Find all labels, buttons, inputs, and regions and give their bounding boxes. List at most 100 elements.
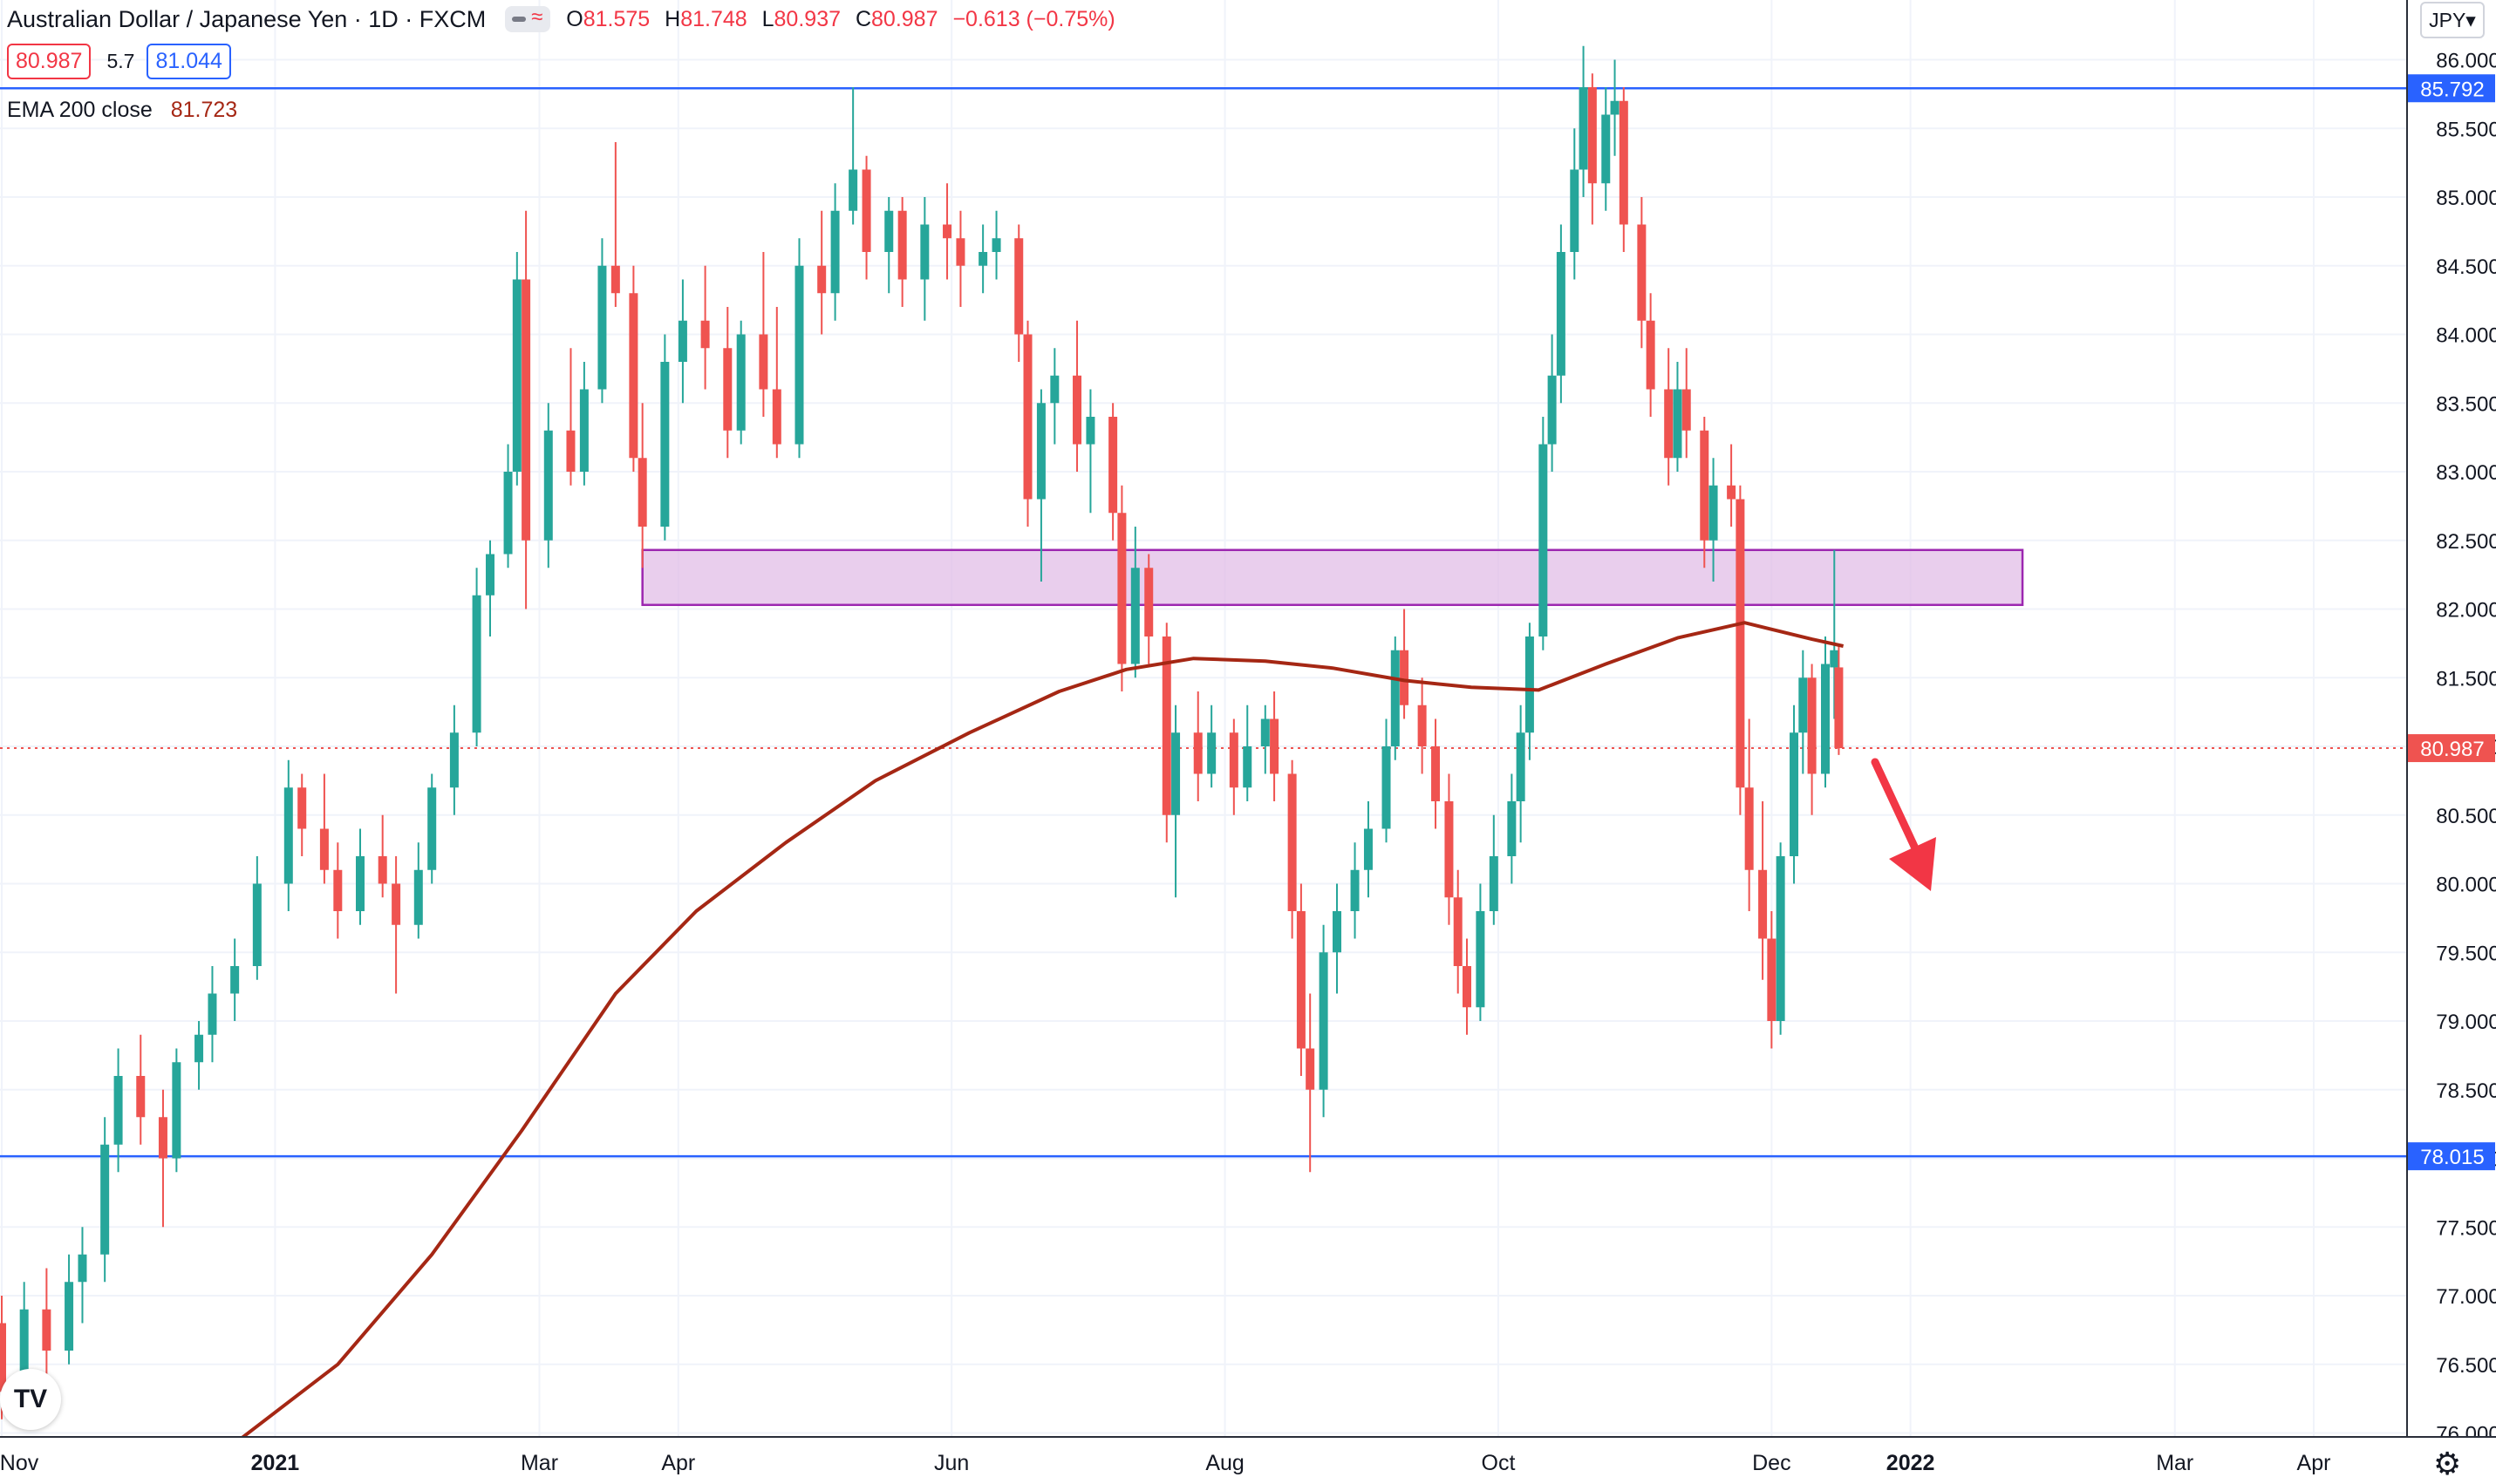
candle-body	[449, 732, 459, 788]
candle-body	[1601, 114, 1611, 184]
time-axis-bg	[0, 1437, 2496, 1484]
candle-body	[1117, 513, 1127, 664]
resistance-zone[interactable]	[641, 548, 2024, 607]
price-tick-label: 80.500	[2436, 805, 2496, 828]
candle-body	[65, 1282, 74, 1351]
candle-body	[208, 993, 217, 1035]
candle-body	[597, 265, 607, 390]
time-tick-label: 2022	[1886, 1451, 1935, 1475]
price-badge[interactable]	[2408, 1142, 2495, 1171]
down-arrow-annotation-icon[interactable]	[1871, 758, 1936, 891]
candle-body	[1489, 856, 1498, 911]
time-tick-label: Apr	[2297, 1451, 2331, 1475]
price-badge[interactable]	[2408, 734, 2495, 763]
candle-body	[1681, 389, 1691, 431]
change-value: −0.613 (−0.75%)	[952, 6, 1115, 31]
candle-body	[297, 787, 307, 829]
time-tick-label: Nov	[0, 1451, 39, 1475]
candle-body	[1073, 375, 1082, 445]
ema-legend[interactable]: EMA 200 close 81.723	[7, 98, 237, 123]
candle-body	[884, 210, 894, 252]
candle-body	[1476, 911, 1485, 1008]
candle-body	[1431, 746, 1441, 801]
candle-body	[333, 869, 343, 911]
time-tick-label: Apr	[661, 1451, 695, 1475]
horizontal-lines[interactable]	[0, 87, 2407, 1158]
candle-body	[759, 334, 768, 390]
candle-body	[920, 224, 930, 280]
resistance-zone-rect[interactable]	[641, 548, 2024, 607]
close-value: 80.987	[871, 6, 938, 31]
arrow-head[interactable]	[1889, 837, 1936, 891]
candle-body	[100, 1144, 110, 1255]
candle-body	[113, 1076, 123, 1145]
candle-body	[1306, 1048, 1315, 1090]
spread-value: 5.7	[106, 50, 135, 72]
ohlc-readout: O81.575 H81.748 L80.937 C80.987 −0.613 (…	[566, 6, 1115, 31]
candle-body	[638, 458, 647, 527]
candle-body	[943, 224, 952, 239]
sell-price-button[interactable]: 80.987	[7, 44, 92, 79]
candle-body	[512, 279, 522, 472]
candle-body	[378, 856, 387, 884]
candle-body	[158, 1117, 167, 1159]
candle-body	[1547, 375, 1557, 445]
candle-body	[849, 169, 858, 211]
price-tick-label: 84.500	[2436, 255, 2496, 279]
candle-body	[1507, 801, 1517, 856]
low-value: 80.937	[774, 6, 841, 31]
ema-200-line	[238, 621, 1845, 1441]
price-tick-label: 83.500	[2436, 392, 2496, 416]
candle-body	[1637, 224, 1647, 321]
candle-body	[1193, 732, 1203, 774]
candle-body	[172, 1062, 181, 1159]
candle-body	[862, 169, 871, 252]
candle-body	[1270, 718, 1279, 774]
candle-body	[413, 869, 423, 925]
candle-body	[610, 265, 620, 294]
candle-body	[1727, 485, 1736, 500]
arrow-shaft[interactable]	[1871, 758, 1920, 854]
price-tick-label: 85.000	[2436, 187, 2496, 210]
candle-body	[1050, 375, 1060, 404]
candle-body	[19, 1309, 29, 1392]
symbol-title[interactable]: Australian Dollar / Japanese Yen · 1D · …	[7, 5, 487, 32]
price-tick-label: 83.000	[2436, 461, 2496, 485]
candle-body	[1556, 252, 1565, 376]
price-badge-label[interactable]: 78.015	[2420, 1146, 2484, 1169]
price-axis[interactable]: 86.000 85.500 85.000 84.500 84.000 83.500 83.0…	[2406, 0, 2496, 1447]
candle-body	[1207, 732, 1217, 774]
candle-body	[1570, 169, 1579, 252]
candle-body	[319, 828, 329, 870]
candle-body	[1516, 732, 1525, 801]
price-badge-label[interactable]: 80.987	[2420, 738, 2484, 761]
candle-body	[1646, 320, 1655, 390]
currency-button[interactable]: JPY▾	[2420, 2, 2485, 38]
chart-grid	[0, 0, 2407, 1437]
candle-body	[772, 389, 781, 445]
price-badge[interactable]	[2408, 74, 2495, 103]
candle-body	[1619, 100, 1628, 225]
price-badge-label[interactable]: 85.792	[2420, 78, 2484, 101]
candle-body	[136, 1076, 146, 1118]
candle-body	[1260, 718, 1270, 746]
candle-body	[897, 210, 907, 280]
buy-price-button[interactable]: 81.044	[147, 44, 231, 79]
candle-body	[522, 279, 531, 541]
candle-body	[1296, 911, 1306, 1049]
candle-body	[794, 265, 804, 445]
candle-body	[979, 252, 988, 266]
candle-body	[1023, 334, 1033, 500]
hide-indicators-icon[interactable]: ≈	[505, 5, 551, 32]
candle-body	[78, 1254, 87, 1283]
tradingview-logo-icon[interactable]: TV	[0, 1369, 61, 1430]
candle-body	[1673, 389, 1682, 459]
candle-body	[1363, 828, 1373, 870]
chart-header: Australian Dollar / Japanese Yen · 1D · …	[0, 0, 1124, 38]
candle-body	[1830, 650, 1839, 668]
settings-gear-icon[interactable]: ⚙	[2433, 1446, 2462, 1481]
time-axis[interactable]: Nov 2021 Mar Apr Jun Aug Oct Dec 2022 Mar Apr	[0, 1436, 2496, 1484]
time-tick-label: Mar	[521, 1451, 558, 1475]
candle-body	[1767, 938, 1777, 1021]
